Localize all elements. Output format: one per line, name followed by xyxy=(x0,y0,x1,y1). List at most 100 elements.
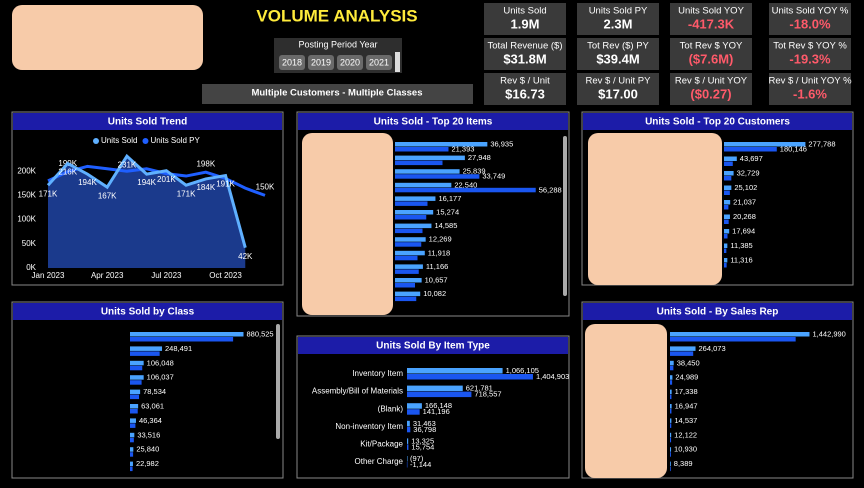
kpi-label: Rev $ / Unit YOY xyxy=(675,76,748,87)
filter-text: Multiple Customers - Multiple Classes xyxy=(251,88,422,99)
category-label: Assembly/Bill of Materials xyxy=(312,387,403,396)
bar xyxy=(724,229,730,234)
panel-header xyxy=(13,303,282,320)
bar xyxy=(724,171,734,176)
x-tick-label: Jul 2023 xyxy=(151,271,182,280)
bar xyxy=(670,404,672,409)
data-label: 201K xyxy=(157,175,176,184)
scrollbar xyxy=(563,136,567,296)
y-tick-label: 0K xyxy=(26,263,36,272)
kpi-label: Units Sold xyxy=(503,6,546,17)
y-tick-label: 150K xyxy=(17,191,36,200)
x-tick-label: Jan 2023 xyxy=(32,271,65,280)
bar xyxy=(407,368,503,374)
bar xyxy=(670,380,673,385)
kpi-card xyxy=(577,73,659,105)
data-label: 36,935 xyxy=(490,139,513,148)
bar xyxy=(395,237,426,242)
data-label: 106,048 xyxy=(147,358,174,367)
bar xyxy=(670,466,671,472)
kpi-value: -19.3% xyxy=(789,51,831,66)
bar xyxy=(724,205,729,210)
data-label: 21,037 xyxy=(733,197,756,206)
slicer-option[interactable]: 2020 xyxy=(340,57,360,67)
bar xyxy=(130,351,160,356)
bar xyxy=(395,283,415,288)
kpi-card xyxy=(769,38,851,70)
bar xyxy=(670,351,694,356)
bar xyxy=(130,346,163,351)
bar xyxy=(670,394,672,400)
data-label: 10,930 xyxy=(674,445,697,454)
data-label: 25,840 xyxy=(136,445,159,454)
data-label: 25,102 xyxy=(734,183,757,192)
area xyxy=(48,156,246,268)
slicer-option[interactable]: 2019 xyxy=(311,57,331,67)
panel-title: Units Sold - By Sales Rep xyxy=(657,307,779,318)
bar xyxy=(724,234,728,239)
slicer-button[interactable] xyxy=(337,55,363,70)
bar xyxy=(130,437,134,443)
bar xyxy=(407,385,463,392)
bar xyxy=(395,291,421,297)
bar xyxy=(130,461,133,467)
slicer-button[interactable] xyxy=(366,55,392,70)
category-label: Other Charge xyxy=(355,457,404,466)
bar xyxy=(724,243,728,248)
panel-title: Units Sold - Top 20 Customers xyxy=(645,117,790,128)
slicer-button[interactable] xyxy=(279,55,305,70)
bar xyxy=(724,214,730,219)
data-label: 11,316 xyxy=(730,255,752,264)
bar xyxy=(724,200,731,205)
category-label: (Blank) xyxy=(378,404,404,413)
slicer-option[interactable]: 2021 xyxy=(369,57,389,67)
bar xyxy=(724,176,732,181)
legend-swatch xyxy=(93,138,99,144)
bar xyxy=(395,278,422,283)
data-label: 12,269 xyxy=(429,235,452,244)
category-label: Non-inventory Item xyxy=(335,422,403,431)
data-label: 194K xyxy=(137,178,156,187)
kpi-card xyxy=(670,73,752,105)
category-label: Inventory Item xyxy=(352,369,403,378)
bar xyxy=(130,423,136,428)
data-label: 180,146 xyxy=(780,144,807,153)
kpi-card xyxy=(670,38,752,70)
page-title: VOLUME ANALYSIS xyxy=(256,6,417,25)
kpi-label: Tot Rev $ YOY % xyxy=(773,41,847,52)
redacted-names xyxy=(585,324,667,478)
kpi-card xyxy=(577,3,659,35)
data-label: 46,364 xyxy=(139,416,162,425)
bar xyxy=(670,360,674,366)
bar xyxy=(130,380,142,385)
kpi-label: Tot Rev ($) PY xyxy=(587,41,649,52)
data-label: 171K xyxy=(177,189,196,198)
data-label: 171K xyxy=(39,189,58,198)
data-label: 1,442,990 xyxy=(812,329,845,338)
data-label: 16,177 xyxy=(438,194,461,203)
bar xyxy=(395,169,460,174)
bar xyxy=(395,250,425,256)
data-label: 141,196 xyxy=(423,407,450,416)
category-label: Kit/Package xyxy=(360,440,403,449)
data-label: 42K xyxy=(238,252,253,261)
data-label: 194K xyxy=(78,178,97,187)
slicer-option[interactable]: 2018 xyxy=(282,57,302,67)
bar xyxy=(406,462,408,468)
kpi-label: Units Sold YOY xyxy=(678,6,744,17)
bar xyxy=(724,185,732,190)
data-label: 20,268 xyxy=(733,212,756,221)
bar xyxy=(395,147,449,152)
bar xyxy=(130,447,134,452)
legend-label: Units Sold PY xyxy=(150,136,200,145)
data-label: 36,798 xyxy=(413,425,436,434)
bar xyxy=(130,404,139,409)
bar xyxy=(670,432,672,438)
legend-swatch xyxy=(142,138,149,144)
data-label: 264,073 xyxy=(699,344,726,353)
bar xyxy=(130,418,136,423)
bar xyxy=(407,391,472,398)
bar xyxy=(670,423,672,428)
slicer-button[interactable] xyxy=(308,55,334,70)
data-label: 8,389 xyxy=(674,459,693,468)
